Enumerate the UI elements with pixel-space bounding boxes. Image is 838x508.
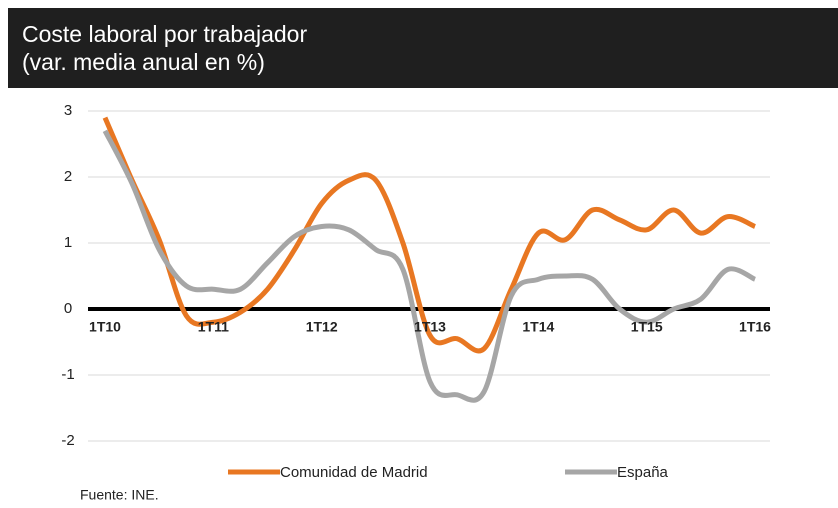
- legend-label: España: [617, 464, 669, 481]
- y-tick-label: 3: [64, 102, 72, 119]
- y-tick-label: 0: [64, 300, 72, 317]
- x-tick-label: 1T10: [89, 319, 121, 335]
- header-band: [8, 8, 838, 88]
- x-tick-label: 1T11: [198, 319, 229, 335]
- x-tick-label: 1T15: [631, 319, 663, 335]
- x-tick-label: 1T12: [306, 319, 338, 335]
- chart-subtitle: (var. media anual en %): [22, 49, 265, 75]
- line-series: [102, 116, 757, 354]
- source: Fuente: INE.: [80, 487, 159, 503]
- y-tick-label: 1: [64, 234, 72, 251]
- x-tick-label: 1T14: [522, 319, 554, 335]
- y-tick-label: -1: [61, 366, 74, 383]
- y-tick-label: 2: [64, 168, 72, 185]
- x-tick-label: 1T13: [414, 319, 446, 335]
- y-tick-label: -2: [61, 432, 74, 449]
- line-series: [102, 129, 757, 403]
- legend-label: Comunidad de Madrid: [280, 464, 428, 481]
- x-tick-label: 1T16: [739, 319, 771, 335]
- chart-title: Coste laboral por trabajador: [22, 21, 307, 47]
